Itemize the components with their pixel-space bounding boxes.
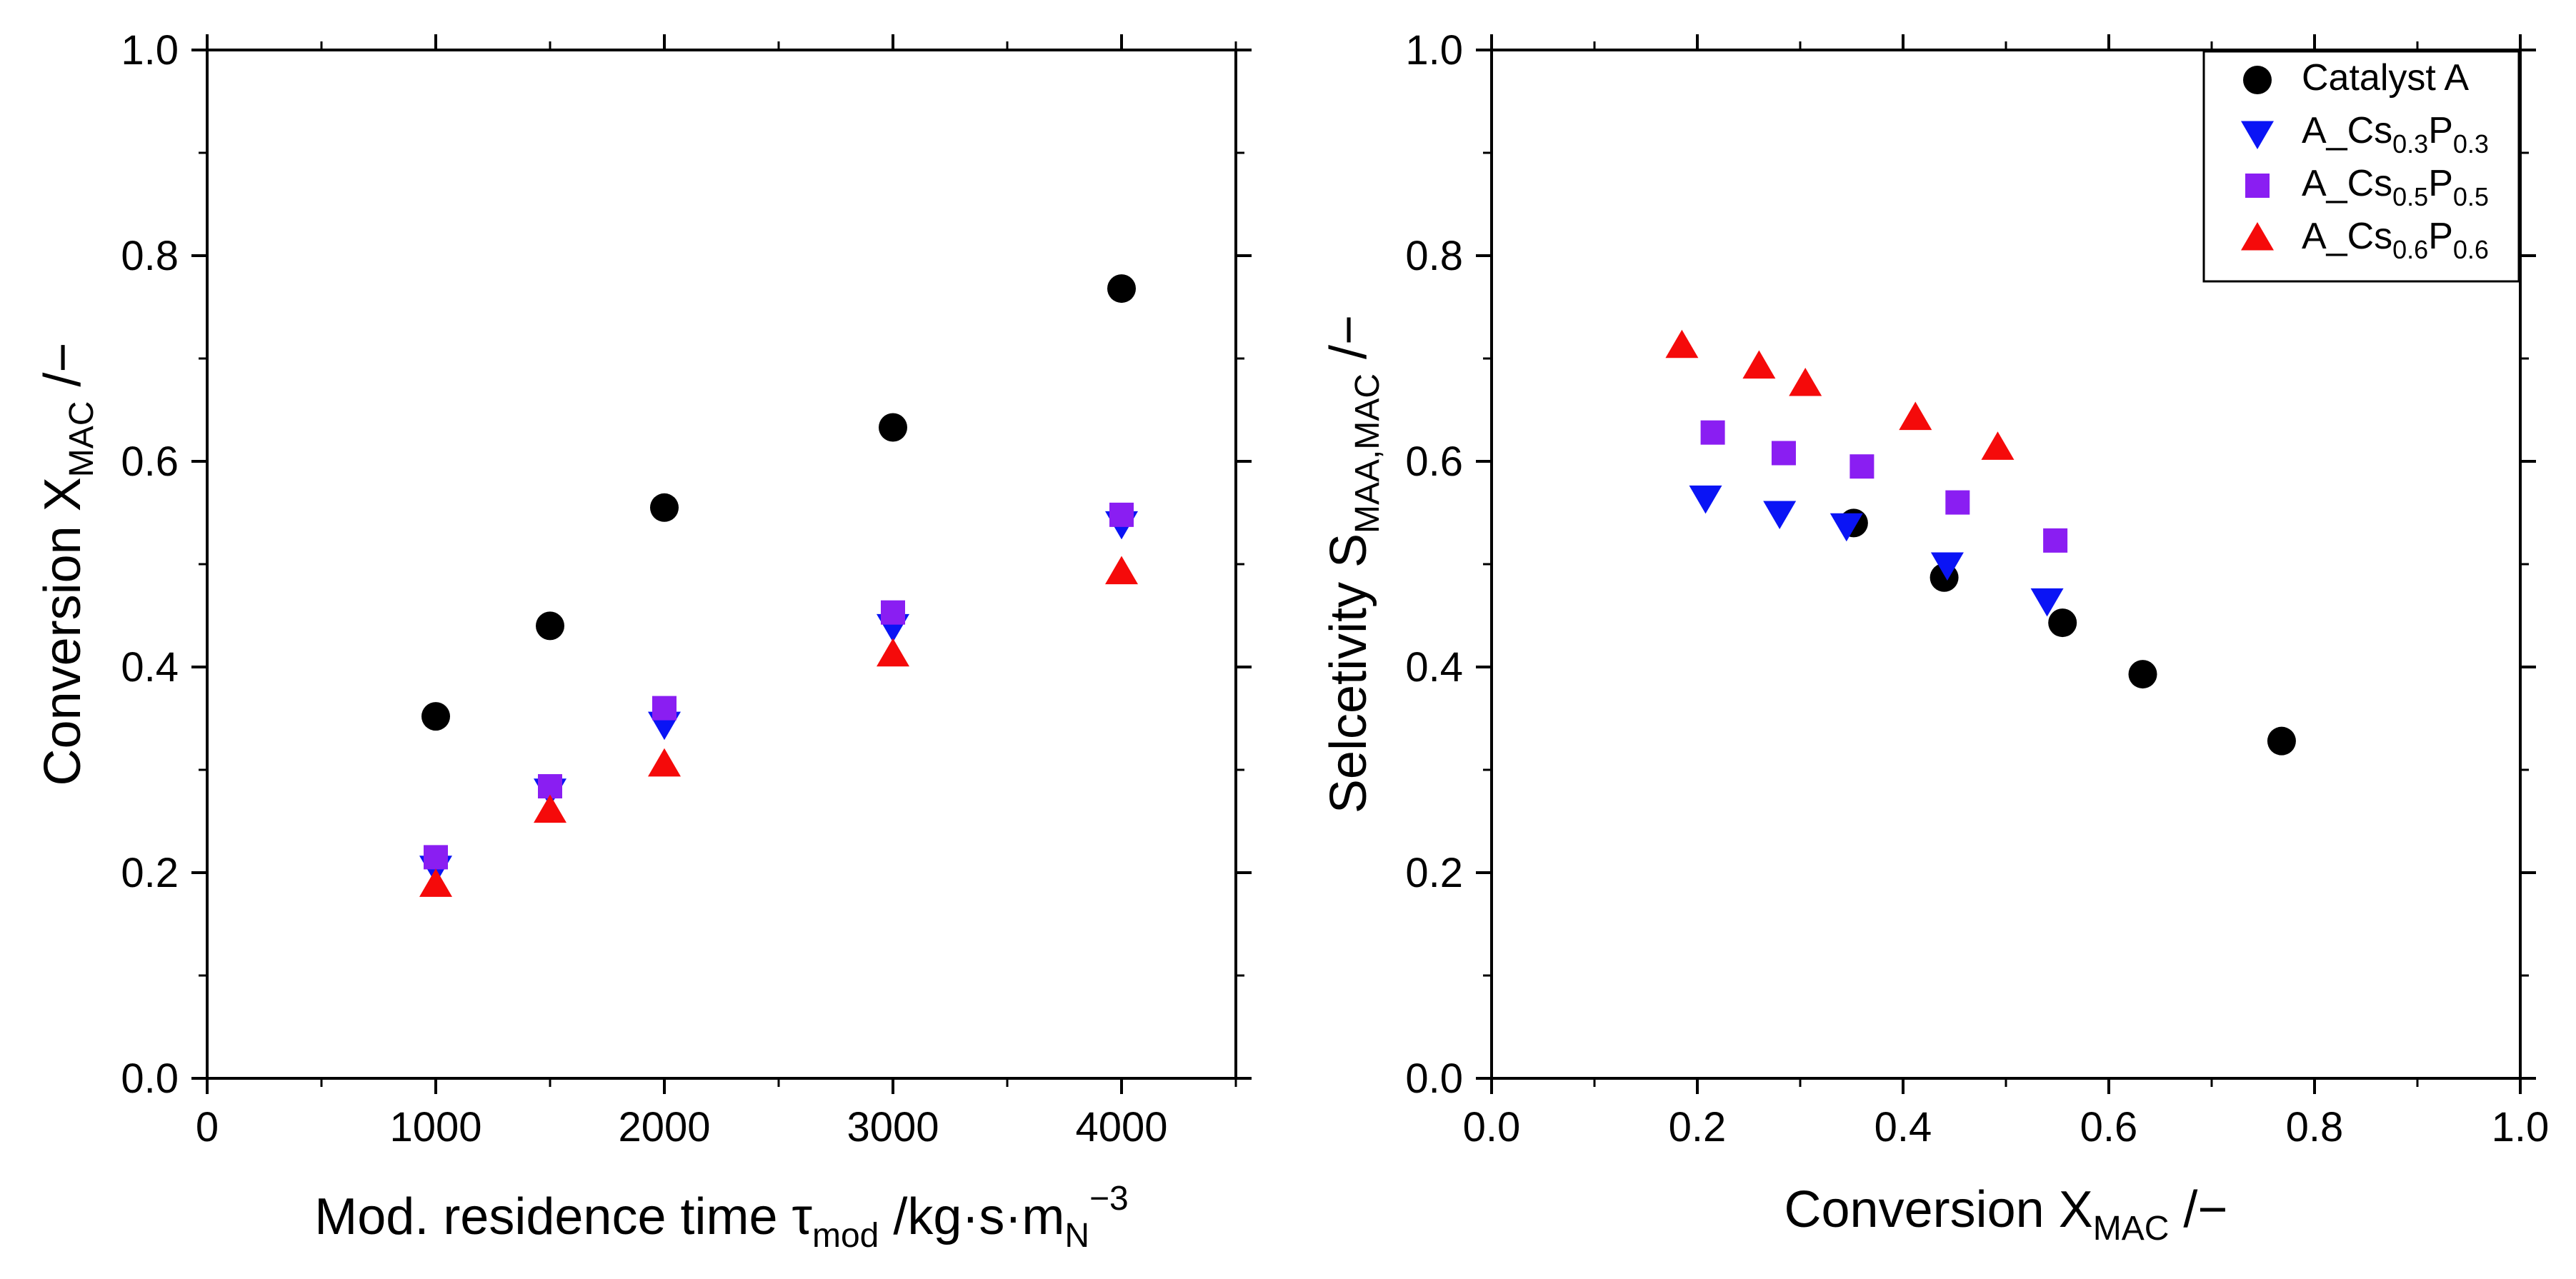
right-point-cs05 <box>1945 490 1970 515</box>
right-y-tick-label: 0.4 <box>1405 644 1463 691</box>
left-point-cs06 <box>534 794 566 823</box>
legend-label-cs03: A_Cs0.3P0.3 <box>2302 110 2489 159</box>
right-y-tick-label: 0.2 <box>1405 850 1463 896</box>
left-y-tick-label: 0.2 <box>121 850 179 896</box>
right-point-catalyst_a <box>2267 726 2296 756</box>
left-point-cs05 <box>1109 502 1134 527</box>
right-y-tick-label: 0.6 <box>1405 438 1463 485</box>
left-point-catalyst_a <box>879 413 907 442</box>
left-point-cs06 <box>648 748 681 777</box>
left-y-tick-label: 0.6 <box>121 438 179 485</box>
legend-marker-cs03 <box>2241 121 2274 149</box>
left-x-tick-label: 4000 <box>1075 1104 1167 1150</box>
left-ticks: 0 1000 2000 3000 4000 0.0 0.2 0.4 0.6 0.8 1.0 <box>121 27 1252 1150</box>
left-point-cs06 <box>1105 556 1138 585</box>
right-point-catalyst_a <box>2128 660 2157 689</box>
left-series-catalyst_a <box>421 274 1136 731</box>
right-y-tick-label: 1.0 <box>1405 27 1463 74</box>
left-y-tick-label: 0.0 <box>121 1055 179 1102</box>
right-y-tick-label: 0.8 <box>1405 233 1463 279</box>
left-x-tick-label: 0 <box>196 1104 219 1150</box>
left-chart: 0 1000 2000 3000 4000 0.0 0.2 0.4 0.6 0.8 1.0 Conv… <box>34 27 1252 1255</box>
legend-marker-catalyst_a <box>2243 66 2272 94</box>
left-points <box>419 274 1138 897</box>
legend-label-cs06: A_Cs0.6P0.6 <box>2302 216 2489 264</box>
right-ticks: 0.0 0.2 0.4 0.6 0.8 1.0 0.0 0.2 0.4 0.6 0.8 1.0 <box>1405 27 2549 1150</box>
right-point-cs05 <box>1771 441 1796 466</box>
legend-label-catalyst-a: Catalyst A <box>2302 57 2469 99</box>
right-point-cs03 <box>1930 552 1964 581</box>
legend-label-cs05: A_Cs0.5P0.5 <box>2302 163 2489 211</box>
legend-marker-cs06 <box>2241 222 2274 251</box>
left-point-cs05 <box>424 845 448 870</box>
right-point-cs06 <box>1899 401 1932 431</box>
right-point-cs03 <box>1689 485 1722 514</box>
right-point-cs03 <box>2030 588 2064 617</box>
left-point-catalyst_a <box>1107 274 1136 304</box>
right-x-tick-label: 0.8 <box>2286 1104 2344 1150</box>
left-point-cs05 <box>652 696 677 721</box>
left-x-tick-label: 3000 <box>847 1104 939 1150</box>
left-y-tick-label: 1.0 <box>121 27 179 74</box>
left-series-cs05 <box>424 502 1134 870</box>
right-point-cs06 <box>1665 329 1699 358</box>
left-series-cs06 <box>419 556 1138 897</box>
right-point-cs05 <box>1849 454 1874 479</box>
left-y-tick-label: 0.8 <box>121 233 179 279</box>
right-point-cs06 <box>1981 431 2015 460</box>
right-x-tick-label: 1.0 <box>2492 1104 2550 1150</box>
left-x-tick-label: 1000 <box>389 1104 481 1150</box>
left-point-cs06 <box>877 638 909 667</box>
right-point-catalyst_a <box>2048 608 2077 638</box>
right-point-cs03 <box>1763 501 1797 529</box>
right-y-axis-title: Selcetivity SMAA,MAC /− <box>1320 315 1387 813</box>
right-x-tick-label: 0.6 <box>2080 1104 2138 1150</box>
right-point-cs06 <box>1742 350 1776 379</box>
left-point-catalyst_a <box>650 493 679 522</box>
legend-markers <box>2241 66 2274 251</box>
right-points <box>1665 329 2296 756</box>
left-x-tick-label: 2000 <box>618 1104 710 1150</box>
right-point-cs05 <box>1700 420 1725 445</box>
left-y-axis-title: Conversion XMAC /− <box>34 343 101 786</box>
right-series-cs05 <box>1700 420 2068 553</box>
left-point-cs05 <box>881 600 905 625</box>
left-point-catalyst_a <box>421 702 450 731</box>
legend-marker-cs05 <box>2245 174 2270 198</box>
right-series-cs03 <box>1689 485 2064 617</box>
legend: Catalyst A A_Cs0.3P0.3 A_Cs0.5P0.5 A_Cs0… <box>2202 50 2520 283</box>
right-point-cs05 <box>2043 528 2068 553</box>
right-series-cs06 <box>1665 329 2015 460</box>
left-point-cs06 <box>419 868 452 897</box>
right-y-tick-label: 0.0 <box>1405 1055 1463 1102</box>
right-x-axis-title: Conversion XMAC /− <box>1784 1181 2228 1248</box>
right-chart: 0.0 0.2 0.4 0.6 0.8 1.0 0.0 0.2 0.4 0.6 0.8 1.0 Sel… <box>1320 27 2549 1248</box>
right-x-tick-label: 0.4 <box>1874 1104 1932 1150</box>
left-point-cs05 <box>538 774 562 799</box>
right-x-tick-label: 0.0 <box>1463 1104 1521 1150</box>
left-y-tick-label: 0.4 <box>121 644 179 691</box>
left-x-axis-title: Mod. residence time τmod /kg·s·mN−3 <box>314 1180 1129 1255</box>
right-x-tick-label: 0.2 <box>1669 1104 1727 1150</box>
right-point-cs03 <box>1829 513 1863 542</box>
right-point-cs06 <box>1789 368 1822 396</box>
left-point-catalyst_a <box>536 611 564 641</box>
